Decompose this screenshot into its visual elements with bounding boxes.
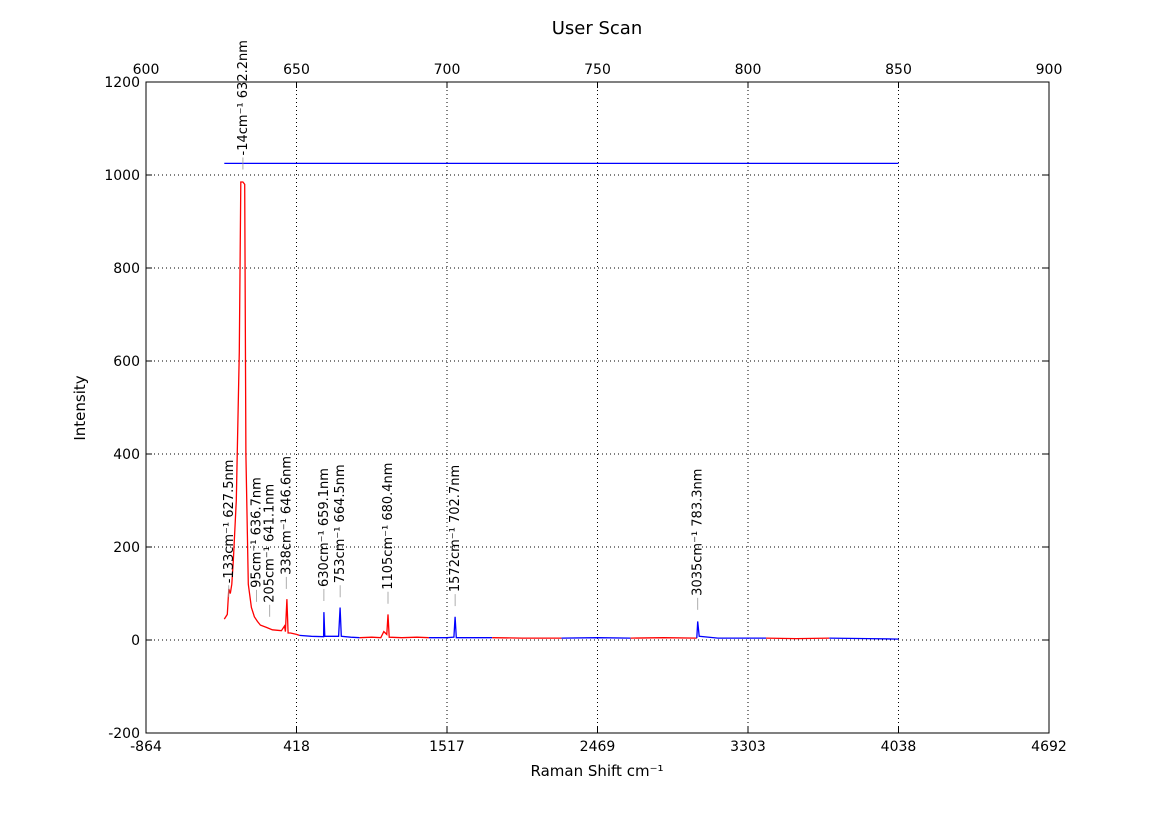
y-tick-label: 0 xyxy=(131,633,140,649)
annotation: 1105cm⁻¹ 680.4nm xyxy=(381,463,396,590)
plot-frame xyxy=(145,81,1050,734)
x-tick-label: 3303 xyxy=(730,739,766,755)
series-line xyxy=(223,181,300,637)
annotation: 753cm⁻¹ 664.5nm xyxy=(333,464,348,583)
annotation: -133cm⁻¹ 627.5nm xyxy=(222,460,237,584)
chart-title: User Scan xyxy=(552,18,643,39)
x-tick-label: 4038 xyxy=(881,739,917,755)
annotation: 205cm⁻¹ 641.1nm xyxy=(263,484,278,603)
y-axis-label: Intensity xyxy=(71,375,89,440)
x-tick-label: 418 xyxy=(283,739,310,755)
annotation: 95cm⁻¹ 636.7nm xyxy=(249,477,264,588)
x-tick-label: 1517 xyxy=(429,739,465,755)
y-tick-label: 400 xyxy=(113,447,140,463)
annotation: -14cm⁻¹ 632.2nm xyxy=(236,40,251,155)
annotation: 3035cm⁻¹ 783.3nm xyxy=(691,469,706,596)
x-axis-label: Raman Shift cm⁻¹ xyxy=(530,762,663,780)
x2-tick-label: 650 xyxy=(283,62,310,78)
x-tick-label: 4692 xyxy=(1031,739,1067,755)
series-line xyxy=(299,607,360,639)
x2-tick-label: 900 xyxy=(1036,62,1063,78)
x2-tick-label: 750 xyxy=(584,62,611,78)
y-tick-label: 200 xyxy=(113,540,140,556)
series-line xyxy=(428,616,493,639)
y-tick-label: 800 xyxy=(113,261,140,277)
series-line xyxy=(696,621,767,639)
x2-tick-label: 600 xyxy=(133,62,160,78)
annotation: 338cm⁻¹ 646.6nm xyxy=(279,456,294,575)
annotation: 630cm⁻¹ 659.1nm xyxy=(317,468,332,587)
series-line xyxy=(359,614,429,639)
x2-tick-label: 700 xyxy=(434,62,461,78)
x-tick-label: 2469 xyxy=(580,739,616,755)
x-tick-label: -864 xyxy=(130,739,162,755)
annotation: 1572cm⁻¹ 702.7nm xyxy=(448,465,463,592)
series-line xyxy=(766,637,830,640)
series-line xyxy=(829,637,899,640)
y-tick-label: 1200 xyxy=(104,75,140,91)
x2-tick-label: 850 xyxy=(885,62,912,78)
x2-tick-label: 800 xyxy=(735,62,762,78)
y-tick-label: 1000 xyxy=(104,168,140,184)
y-tick-label: 600 xyxy=(113,354,140,370)
y-tick-label: -200 xyxy=(108,726,140,742)
